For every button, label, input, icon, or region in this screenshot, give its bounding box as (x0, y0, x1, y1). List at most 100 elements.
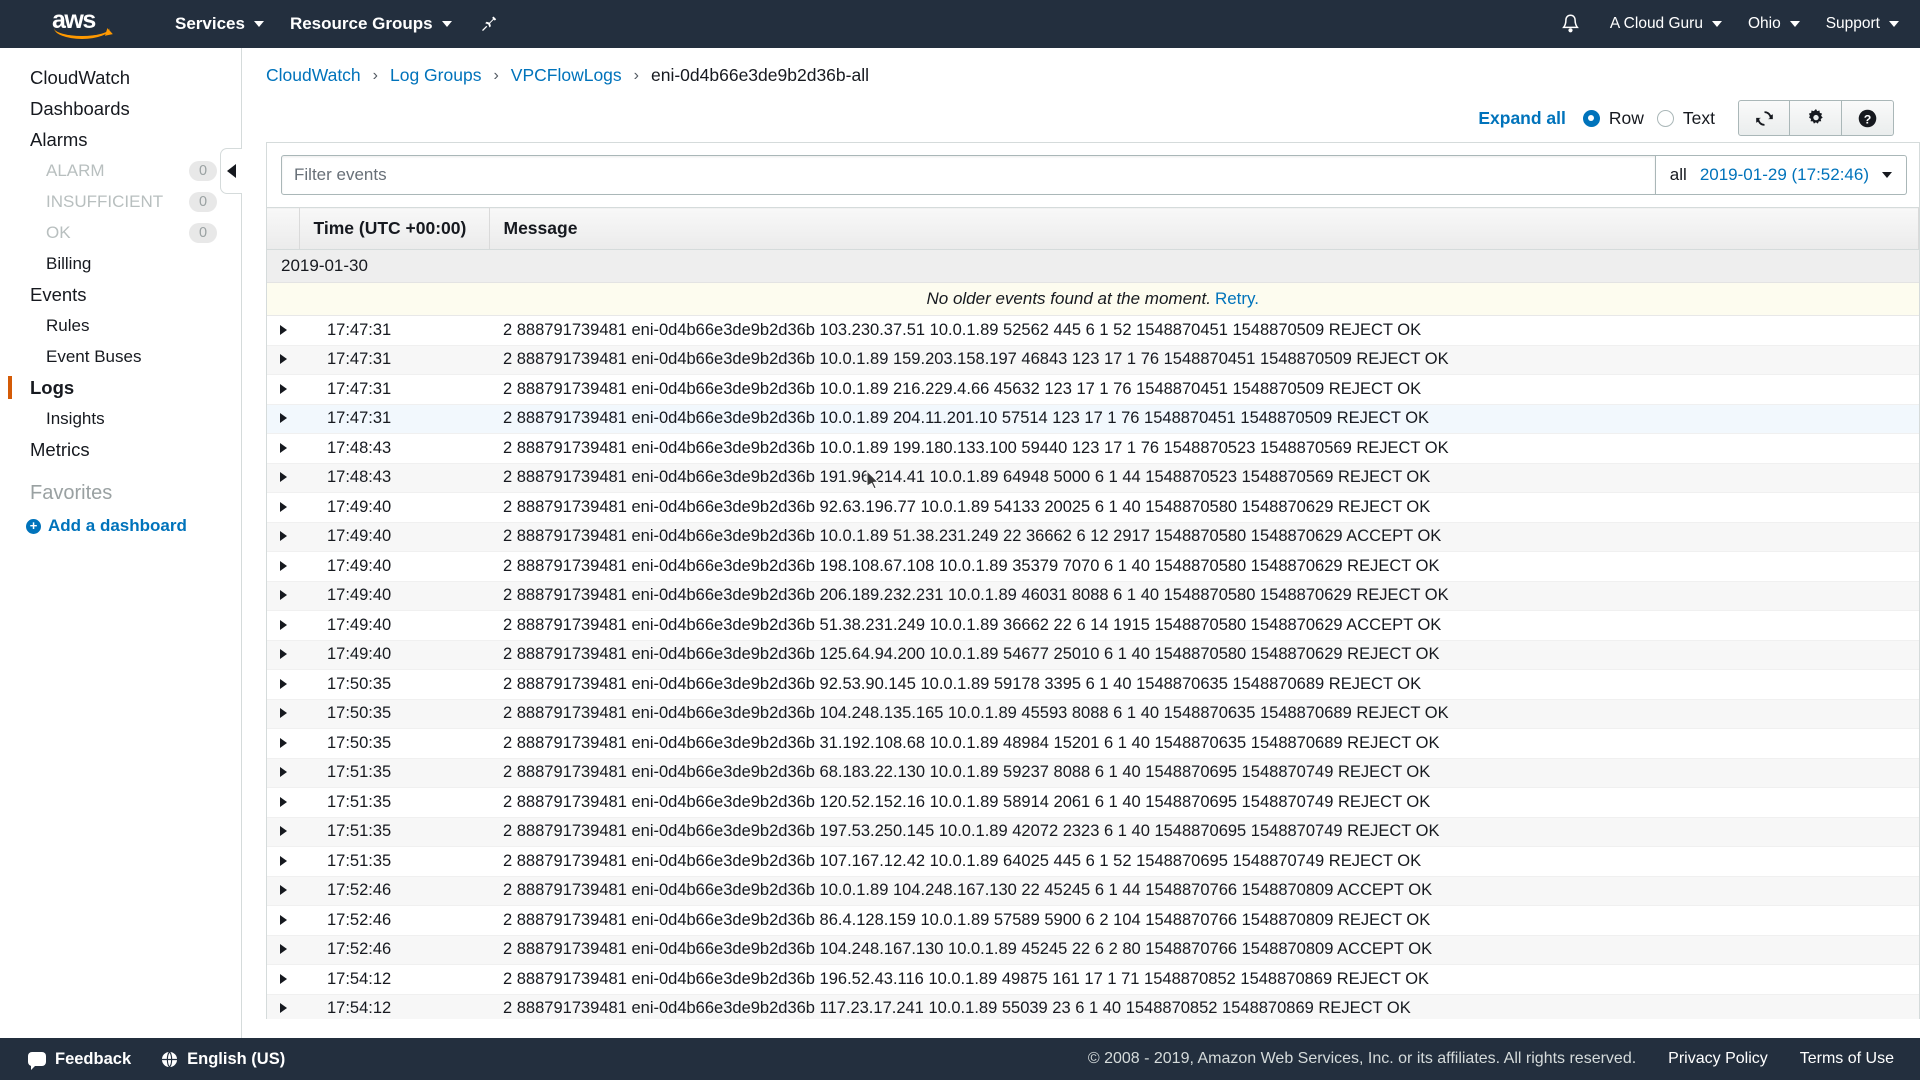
row-expand-toggle[interactable] (267, 581, 299, 611)
table-row[interactable]: 17:49:40 2 888791739481 eni-0d4b66e3de9b2… (267, 492, 1919, 523)
table-row[interactable]: 17:54:12 2 888791739481 eni-0d4b66e3de9b2… (267, 964, 1919, 995)
sidebar-item-event-buses[interactable]: Event Buses (0, 341, 241, 372)
view-mode-row-radio[interactable]: Row (1582, 108, 1644, 129)
terms-of-use-link[interactable]: Terms of Use (1799, 1050, 1894, 1067)
resource-groups-menu[interactable]: Resource Groups (277, 0, 465, 48)
table-row[interactable]: 17:47:31 2 888791739481 eni-0d4b66e3de9b2… (267, 345, 1919, 375)
row-expand-toggle[interactable] (267, 758, 299, 788)
sidebar-item-label: Alarms (30, 128, 88, 150)
row-expand-toggle[interactable] (267, 551, 299, 582)
chevron-right-icon (279, 354, 287, 365)
sidebar-item-ok[interactable]: OK 0 (0, 217, 241, 248)
row-expand-toggle[interactable] (267, 463, 299, 493)
table-row[interactable]: 17:49:40 2 888791739481 eni-0d4b66e3de9b2… (267, 581, 1919, 611)
sidebar-item-billing[interactable]: Billing (0, 248, 241, 279)
row-expand-toggle[interactable] (267, 728, 299, 759)
sidebar-item-alarms[interactable]: Alarms (0, 124, 241, 155)
services-menu[interactable]: Services (162, 0, 277, 48)
row-expand-toggle[interactable] (267, 935, 299, 965)
row-expand-toggle[interactable] (267, 522, 299, 552)
breadcrumb-link-log-groups[interactable]: Log Groups (390, 65, 482, 85)
table-row[interactable]: 17:49:40 2 888791739481 eni-0d4b66e3de9b2… (267, 522, 1919, 552)
table-row[interactable]: 17:51:35 2 888791739481 eni-0d4b66e3de9b2… (267, 758, 1919, 788)
row-expand-toggle[interactable] (267, 787, 299, 818)
table-row[interactable]: 17:51:35 2 888791739481 eni-0d4b66e3de9b2… (267, 846, 1919, 877)
retry-link[interactable]: Retry. (1214, 289, 1260, 308)
row-expand-toggle[interactable] (267, 699, 299, 729)
row-expand-toggle[interactable] (267, 315, 299, 346)
row-expand-toggle[interactable] (267, 994, 299, 1019)
privacy-policy-link[interactable]: Privacy Policy (1668, 1050, 1768, 1067)
aws-logo[interactable]: aws (52, 8, 118, 39)
sidebar-item-alarm[interactable]: ALARM 0 (0, 155, 241, 186)
row-time: 17:49:40 (299, 551, 489, 582)
row-expand-toggle[interactable] (267, 817, 299, 847)
sidebar-item-metrics[interactable]: Metrics (0, 434, 241, 465)
sidebar-item-label: INSUFFICIENT (46, 191, 164, 211)
chevron-down-icon (1711, 21, 1722, 27)
help-button[interactable]: ? (1842, 100, 1894, 136)
time-range-selector[interactable]: all 2019-01-29 (17:52:46) (1655, 155, 1907, 195)
row-time: 17:49:40 (299, 522, 489, 552)
table-row[interactable]: 17:47:31 2 888791739481 eni-0d4b66e3de9b2… (267, 374, 1919, 405)
pin-icon[interactable] (465, 15, 515, 33)
table-row[interactable]: 17:47:31 2 888791739481 eni-0d4b66e3de9b2… (267, 315, 1919, 346)
feedback-button[interactable]: Feedback (28, 1050, 131, 1070)
column-header-message[interactable]: Message (489, 207, 1919, 250)
row-expand-toggle[interactable] (267, 905, 299, 936)
language-selector[interactable]: English (US) (161, 1050, 285, 1069)
breadcrumb-link-cloudwatch[interactable]: CloudWatch (266, 65, 361, 85)
table-row[interactable]: 17:51:35 2 888791739481 eni-0d4b66e3de9b2… (267, 787, 1919, 818)
sidebar: CloudWatch Dashboards Alarms ALARM 0 INSUFFIC… (0, 48, 242, 1080)
log-events-table: Time (UTC +00:00) Message 2019-01-30 No o… (267, 207, 1919, 1019)
row-message: 2 888791739481 eni-0d4b66e3de9b2d36b 92.… (489, 669, 1919, 700)
add-dashboard-button[interactable]: + Add a dashboard (0, 516, 241, 536)
table-row[interactable]: 17:54:12 2 888791739481 eni-0d4b66e3de9b2… (267, 994, 1919, 1019)
row-expand-toggle[interactable] (267, 964, 299, 995)
row-expand-toggle[interactable] (267, 640, 299, 670)
filter-events-input[interactable] (281, 155, 1656, 195)
table-row[interactable]: 17:52:46 2 888791739481 eni-0d4b66e3de9b2… (267, 935, 1919, 965)
table-row[interactable]: 17:50:35 2 888791739481 eni-0d4b66e3de9b2… (267, 728, 1919, 759)
table-row[interactable]: 17:52:46 2 888791739481 eni-0d4b66e3de9b2… (267, 905, 1919, 936)
row-expand-toggle[interactable] (267, 846, 299, 877)
language-label: English (US) (187, 1049, 286, 1068)
support-menu[interactable]: Support (1813, 0, 1912, 48)
row-expand-toggle[interactable] (267, 404, 299, 434)
sidebar-item-label: Metrics (30, 438, 90, 460)
row-expand-toggle[interactable] (267, 669, 299, 700)
sidebar-item-insufficient[interactable]: INSUFFICIENT 0 (0, 186, 241, 217)
sidebar-item-insights[interactable]: Insights (0, 403, 241, 434)
sidebar-collapse-button[interactable] (220, 148, 242, 194)
table-row[interactable]: 17:49:40 2 888791739481 eni-0d4b66e3de9b2… (267, 551, 1919, 582)
row-expand-toggle[interactable] (267, 345, 299, 375)
settings-button[interactable] (1790, 100, 1842, 136)
sidebar-item-logs[interactable]: Logs (0, 372, 241, 403)
sidebar-item-dashboards[interactable]: Dashboards (0, 93, 241, 124)
table-row[interactable]: 17:48:43 2 888791739481 eni-0d4b66e3de9b2… (267, 463, 1919, 493)
table-row[interactable]: 17:48:43 2 888791739481 eni-0d4b66e3de9b2… (267, 433, 1919, 464)
table-row[interactable]: 17:51:35 2 888791739481 eni-0d4b66e3de9b2… (267, 817, 1919, 847)
table-row[interactable]: 17:52:46 2 888791739481 eni-0d4b66e3de9b2… (267, 876, 1919, 906)
bell-icon[interactable] (1544, 13, 1597, 36)
table-row[interactable]: 17:50:35 2 888791739481 eni-0d4b66e3de9b2… (267, 699, 1919, 729)
refresh-button[interactable] (1738, 100, 1790, 136)
row-expand-toggle[interactable] (267, 876, 299, 906)
table-row[interactable]: 17:49:40 2 888791739481 eni-0d4b66e3de9b2… (267, 640, 1919, 670)
row-expand-toggle[interactable] (267, 492, 299, 523)
view-mode-text-radio[interactable]: Text (1656, 108, 1715, 129)
row-expand-toggle[interactable] (267, 374, 299, 405)
table-row[interactable]: 17:50:35 2 888791739481 eni-0d4b66e3de9b2… (267, 669, 1919, 700)
row-expand-toggle[interactable] (267, 610, 299, 641)
sidebar-item-rules[interactable]: Rules (0, 310, 241, 341)
sidebar-item-cloudwatch[interactable]: CloudWatch (0, 62, 241, 93)
account-menu[interactable]: A Cloud Guru (1597, 0, 1735, 48)
breadcrumb-link-vpcflowlogs[interactable]: VPCFlowLogs (510, 65, 622, 85)
table-row[interactable]: 17:47:31 2 888791739481 eni-0d4b66e3de9b2… (267, 404, 1919, 434)
row-expand-toggle[interactable] (267, 433, 299, 464)
expand-all-button[interactable]: Expand all (1478, 107, 1566, 128)
sidebar-item-events[interactable]: Events (0, 279, 241, 310)
region-menu[interactable]: Ohio (1735, 0, 1813, 48)
column-header-time[interactable]: Time (UTC +00:00) (299, 207, 490, 250)
table-row[interactable]: 17:49:40 2 888791739481 eni-0d4b66e3de9b2… (267, 610, 1919, 641)
